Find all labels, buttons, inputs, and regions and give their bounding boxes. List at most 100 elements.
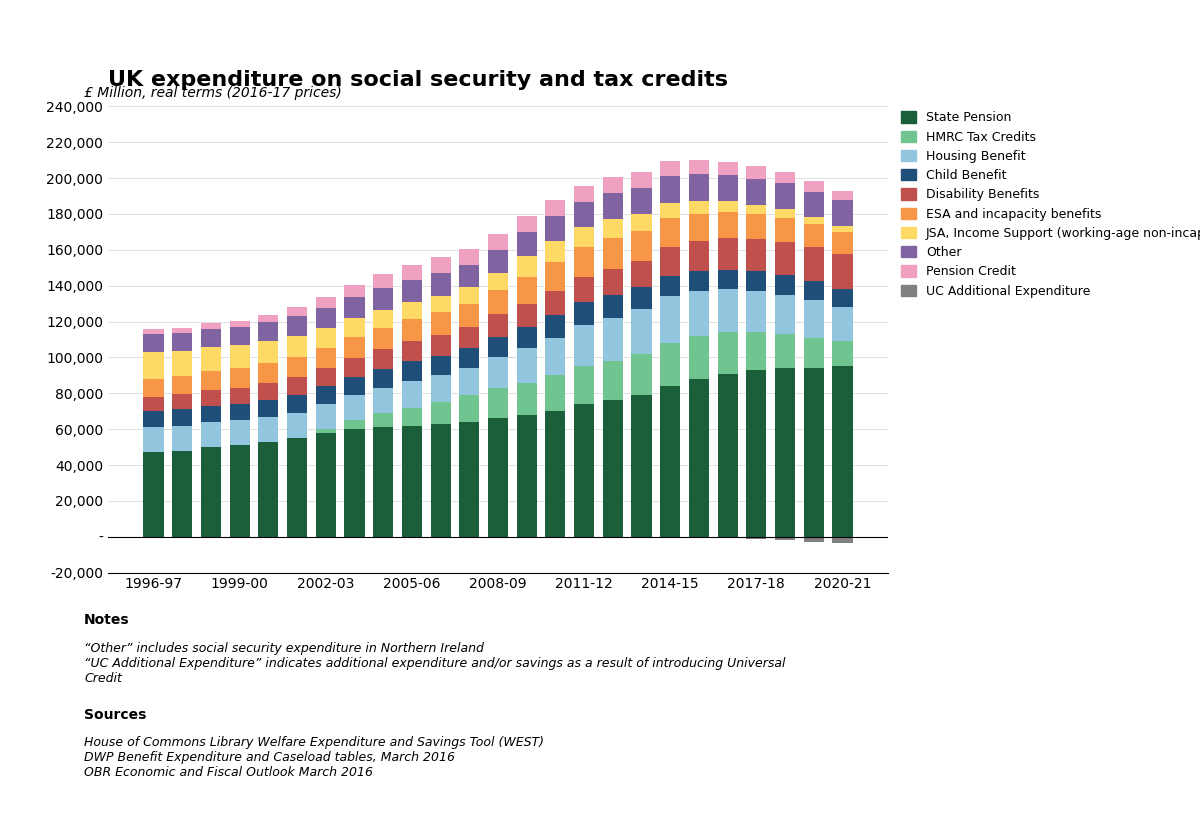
Bar (517, 276, 536, 303)
Bar (775, 242, 796, 275)
Bar (574, 404, 594, 537)
Bar (316, 386, 336, 404)
Bar (316, 328, 336, 348)
Bar (574, 247, 594, 276)
Bar (488, 249, 508, 273)
Bar (287, 438, 307, 537)
Text: £ Million, real terms (2016-17 prices): £ Million, real terms (2016-17 prices) (84, 86, 342, 100)
Bar (631, 261, 652, 287)
Bar (431, 295, 451, 312)
Bar (718, 212, 738, 238)
Bar (517, 231, 536, 256)
Bar (316, 404, 336, 429)
Bar (574, 227, 594, 247)
Bar (602, 268, 623, 294)
Bar (258, 442, 278, 537)
Bar (431, 375, 451, 402)
Bar (316, 429, 336, 433)
Bar (402, 407, 422, 425)
Bar (833, 200, 852, 226)
Bar (746, 205, 767, 214)
Bar (172, 394, 192, 410)
Bar (833, 308, 852, 341)
Bar (689, 201, 709, 214)
Bar (431, 312, 451, 335)
Bar (602, 238, 623, 268)
Bar (200, 447, 221, 537)
Bar (229, 388, 250, 404)
Bar (804, 537, 824, 542)
Bar (287, 357, 307, 377)
Bar (488, 337, 508, 357)
Bar (431, 273, 451, 295)
Bar (229, 420, 250, 445)
Bar (718, 162, 738, 175)
Bar (172, 425, 192, 451)
Bar (689, 272, 709, 291)
Bar (746, 239, 767, 272)
Bar (718, 175, 738, 201)
Bar (775, 218, 796, 242)
Bar (602, 178, 623, 193)
Bar (775, 294, 796, 334)
Bar (200, 371, 221, 389)
Bar (144, 352, 163, 379)
Bar (689, 240, 709, 272)
Bar (660, 247, 680, 276)
Bar (344, 318, 365, 337)
Bar (258, 363, 278, 383)
Bar (833, 341, 852, 366)
Bar (574, 187, 594, 202)
Bar (517, 383, 536, 415)
Bar (689, 160, 709, 174)
Bar (460, 249, 479, 265)
Bar (545, 375, 565, 411)
Bar (373, 349, 394, 369)
Bar (718, 201, 738, 212)
Bar (402, 265, 422, 281)
Bar (460, 287, 479, 303)
Bar (746, 370, 767, 537)
Bar (660, 177, 680, 203)
Bar (373, 310, 394, 328)
Bar (460, 395, 479, 422)
Bar (746, 214, 767, 239)
Bar (545, 240, 565, 263)
Bar (488, 273, 508, 290)
Bar (574, 276, 594, 302)
Bar (172, 376, 192, 394)
Bar (545, 411, 565, 537)
Bar (287, 308, 307, 317)
Bar (660, 343, 680, 386)
Bar (602, 193, 623, 219)
Bar (545, 315, 565, 338)
Bar (373, 427, 394, 537)
Bar (602, 401, 623, 537)
Bar (316, 368, 336, 386)
Legend: State Pension, HMRC Tax Credits, Housing Benefit, Child Benefit, Disability Bene: State Pension, HMRC Tax Credits, Housing… (895, 106, 1200, 303)
Bar (517, 327, 536, 348)
Bar (460, 303, 479, 327)
Bar (602, 294, 623, 318)
Bar (287, 336, 307, 357)
Bar (402, 425, 422, 537)
Bar (488, 290, 508, 314)
Bar (517, 303, 536, 327)
Bar (602, 219, 623, 238)
Bar (144, 411, 163, 427)
Bar (660, 203, 680, 218)
Bar (344, 358, 365, 377)
Bar (144, 397, 163, 411)
Bar (488, 314, 508, 337)
Bar (344, 420, 365, 429)
Text: “Other” includes social security expenditure in Northern Ireland
“UC Additional : “Other” includes social security expendi… (84, 642, 786, 685)
Bar (517, 348, 536, 383)
Bar (775, 183, 796, 209)
Bar (804, 300, 824, 338)
Bar (574, 302, 594, 325)
Bar (833, 290, 852, 308)
Bar (172, 333, 192, 351)
Bar (718, 290, 738, 332)
Bar (373, 369, 394, 388)
Bar (460, 348, 479, 368)
